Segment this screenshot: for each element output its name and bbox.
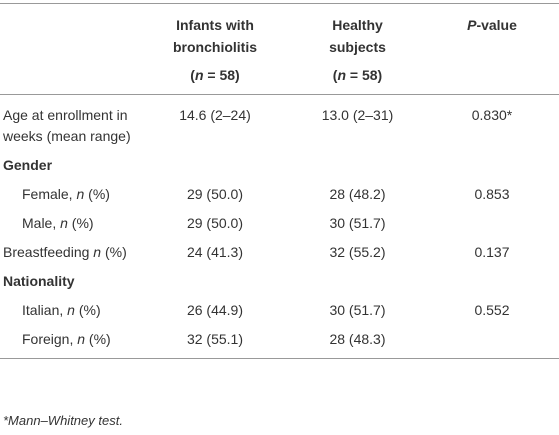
table-cell: 28 (48.2) [329,186,386,202]
header-line: (n = 58) [294,64,421,86]
text-run: Breastfeeding [3,244,94,260]
row-label: Age at enrollment in weeks (mean range) [0,95,140,152]
text-run: = 58) [203,67,240,83]
table-cell: 26 (44.9) [186,302,244,318]
header-cell: Healthy subjects (n = 58) [290,4,425,95]
table-cell: 30 (51.7) [329,215,386,231]
text-run: Nationality [3,273,75,289]
text-run: Foreign, [22,331,78,347]
header-row: Infants with bronchiolitis (n = 58) Healthy… [0,4,559,95]
table-cell [290,267,425,296]
table-cell [425,267,559,296]
table-cell: 0.552 [474,302,510,318]
table-row: Italian, n (%) 26 (44.9) 30 (51.7) 0.552 [0,296,559,325]
table-cell: 32 (55.1) [186,331,244,347]
text-run: Age at enrollment in weeks (mean range) [3,107,131,144]
header-cell: P-value [425,4,559,95]
text-run: Infants with [176,17,254,33]
text-run: ( [332,67,338,83]
row-label: Female, n (%) [0,180,140,209]
table-cell: 29 (50.0) [186,186,244,202]
text-run: Healthy [332,17,383,33]
text-run: n [77,331,86,347]
header-line: Healthy [294,14,421,36]
table-cell: 13.0 (2–31) [321,107,394,123]
header-line: subjects [294,36,421,58]
table-cell: 0.853 [474,186,510,202]
text-run: n [194,67,204,83]
table-cell: 0.137 [474,244,510,260]
table-cell: 0.830* [471,107,513,123]
table-cell: 24 (41.3) [186,244,244,260]
text-run: n [67,302,75,318]
table-row: Breastfeeding n (%) 24 (41.3) 32 (55.2) 0.1… [0,238,559,267]
header-line: bronchiolitis [144,36,286,58]
table-cell [140,151,290,180]
table-cell: 28 (48.3) [329,331,386,347]
text-run: n [76,186,85,202]
text-run: ( [190,67,195,83]
text-run: n [337,67,347,83]
header-cell [0,4,140,95]
text-run: n [60,215,68,231]
table-row: Nationality [0,267,559,296]
text-run: P [467,17,477,33]
table-row: Gender [0,151,559,180]
text-run: (%) [67,215,94,231]
text-run: Male, [22,215,61,231]
text-run: n [93,244,102,260]
text-run: (%) [101,244,127,260]
footnote: *Mann–Whitney test. [3,413,123,428]
row-label: Breastfeeding n (%) [0,238,140,267]
table-body: Age at enrollment in weeks (mean range) 1… [0,95,559,359]
table-cell [425,209,559,238]
header-line: (n = 58) [144,64,286,86]
table-row: Female, n (%) 29 (50.0) 28 (48.2) 0.853 [0,180,559,209]
text-run: Italian, [22,302,68,318]
table-cell: 14.6 (2–24) [179,107,251,123]
text-run: -value [476,17,517,33]
table-cell [290,151,425,180]
text-run: (%) [84,186,110,202]
header-line: P-value [429,14,555,36]
header-cell: Infants with bronchiolitis (n = 58) [140,4,290,95]
table-cell [425,151,559,180]
text-run: = 58) [346,67,383,83]
table-cell: 32 (55.2) [329,244,386,260]
row-label: Nationality [0,267,140,296]
table-row: Foreign, n (%) 32 (55.1) 28 (48.3) [0,325,559,359]
text-run: bronchiolitis [173,39,257,55]
header-line: Infants with [144,14,286,36]
row-label: Italian, n (%) [0,296,140,325]
table-cell [140,267,290,296]
row-label: Foreign, n (%) [0,325,140,359]
table-cell: 29 (50.0) [186,215,244,231]
text-run: (%) [85,331,111,347]
row-label: Gender [0,151,140,180]
table-row: Male, n (%) 29 (50.0) 30 (51.7) [0,209,559,238]
text-run: Gender [3,157,53,173]
table-cell: 30 (51.7) [329,302,386,318]
table: Infants with bronchiolitis (n = 58) Healthy… [0,3,559,359]
text-run: Female, [22,186,77,202]
table-row: Age at enrollment in weeks (mean range) 1… [0,95,559,152]
text-run: (%) [74,302,101,318]
text-run: *Mann–Whitney test. [3,413,123,428]
table-cell [425,325,559,359]
text-run: subjects [329,39,386,55]
row-label: Male, n (%) [0,209,140,238]
